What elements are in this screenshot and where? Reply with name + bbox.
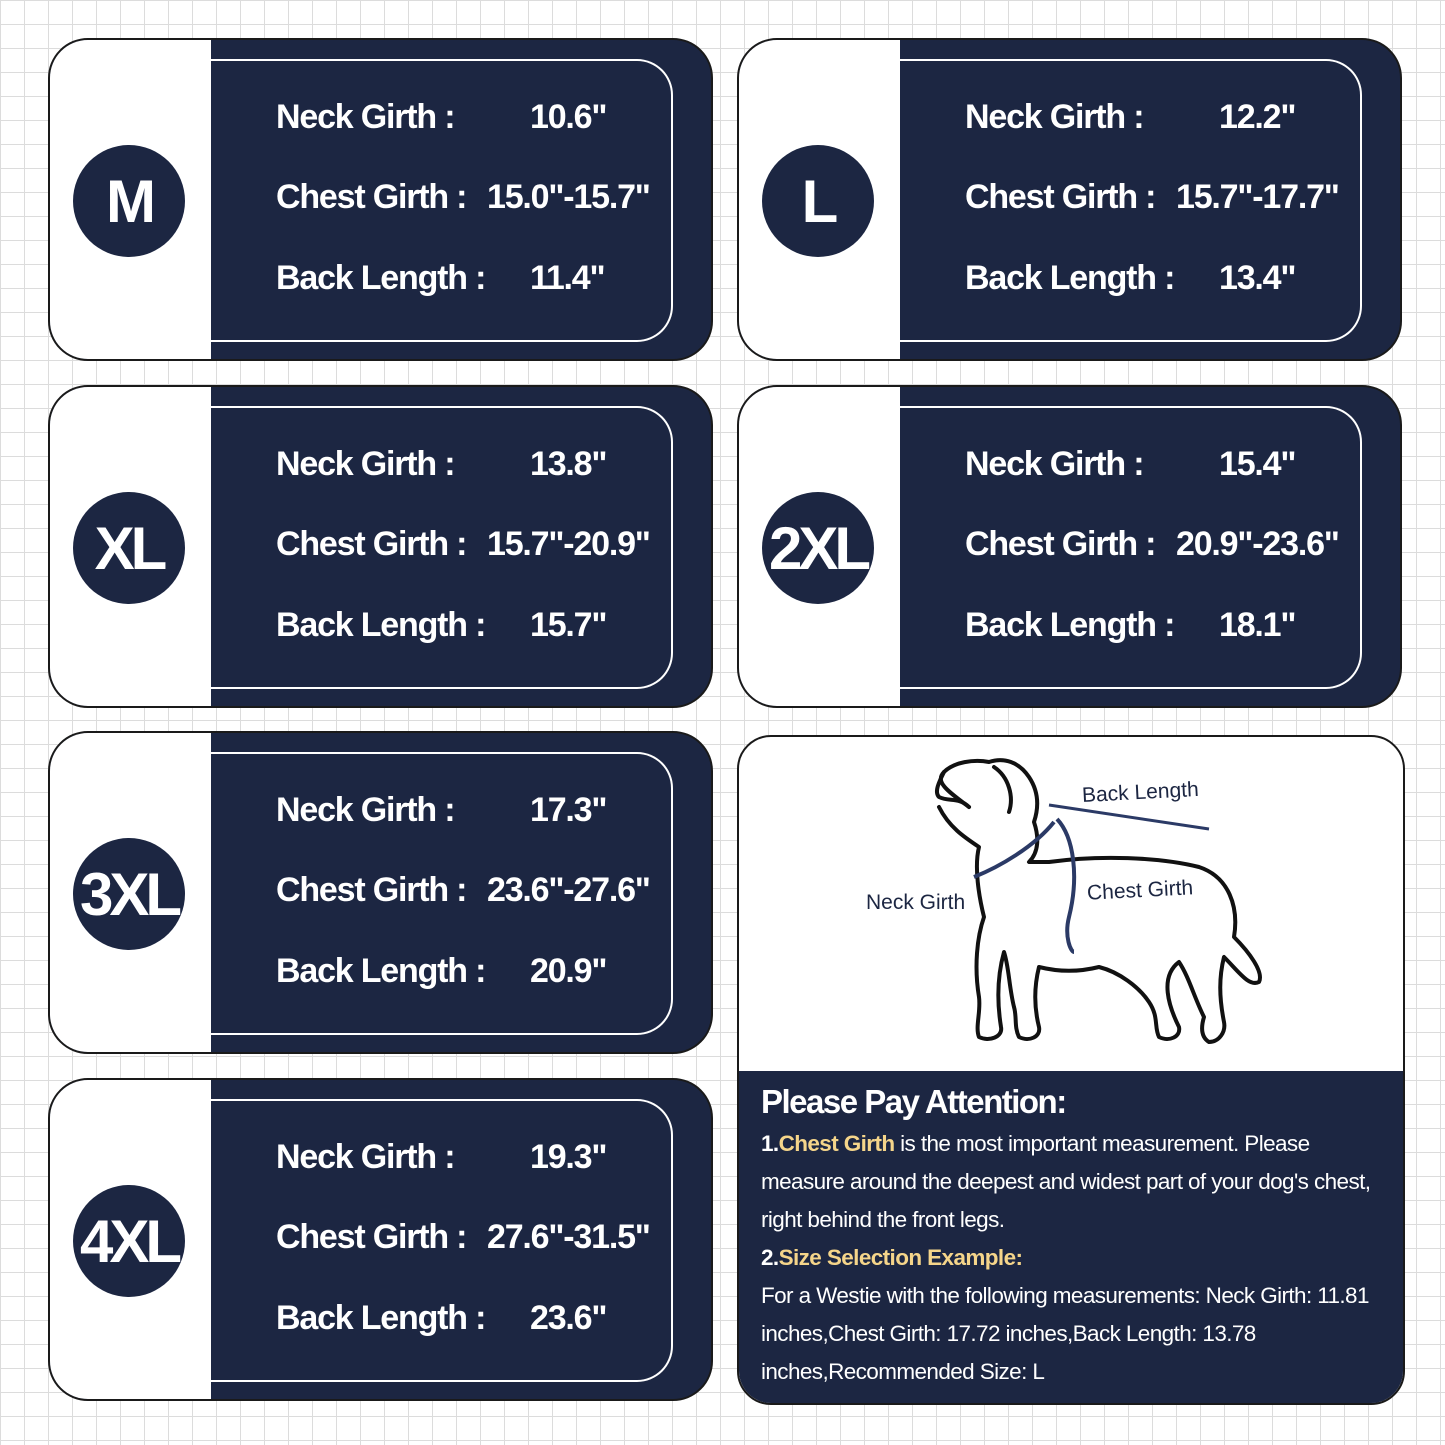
neck-girth-row: Neck Girth : 12.2" <box>965 98 1297 137</box>
row-label: Back Length : <box>276 952 486 990</box>
size-card-2xl: 2XL Neck Girth : 15.4" Chest Girth : 20.9"… <box>737 385 1402 708</box>
row-label: Back Length : <box>965 606 1175 644</box>
chest-girth-value: 15.7"-20.9" <box>487 525 651 563</box>
neck-girth-value: 12.2" <box>1219 98 1297 136</box>
size-card-3xl: 3XL Neck Girth : 17.3" Chest Girth : 23.6"… <box>48 731 713 1054</box>
point-number: 1. <box>761 1131 779 1156</box>
card-inner-frame <box>211 59 673 342</box>
neck-girth-row: Neck Girth : 17.3" <box>276 791 608 830</box>
back-length-row: Back Length : 15.7" <box>276 606 608 645</box>
size-badge: 3XL <box>73 838 185 950</box>
row-label: Neck Girth : <box>965 98 1145 136</box>
chest-girth-value: 23.6"-27.6" <box>487 871 651 909</box>
row-label: Neck Girth : <box>276 791 456 829</box>
card-inner-frame <box>211 1099 673 1382</box>
chest-girth-row: Chest Girth : 15.7"-17.7" <box>965 178 1340 217</box>
size-card-l: L Neck Girth : 12.2" Chest Girth : 15.7"-1… <box>737 38 1402 361</box>
neck-girth-value: 10.6" <box>530 98 608 136</box>
chest-girth-row: Chest Girth : 15.0"-15.7" <box>276 178 651 217</box>
row-label: Back Length : <box>276 259 486 297</box>
card-inner-frame <box>211 406 673 689</box>
neck-girth-row: Neck Girth : 19.3" <box>276 1138 608 1177</box>
measurement-guide-panel: Back Length Neck Girth Chest Girth Pleas… <box>737 735 1405 1405</box>
card-left-panel: L <box>739 40 900 359</box>
back-length-value: 11.4" <box>530 259 606 297</box>
attention-point-1: 1.Chest Girth is the most important meas… <box>761 1125 1381 1239</box>
dog-measurement-illustration <box>934 758 1262 1044</box>
attention-title: Please Pay Attention: <box>761 1083 1067 1120</box>
neck-girth-row: Neck Girth : 15.4" <box>965 445 1297 484</box>
highlight-chest-girth: Chest Girth <box>778 1131 896 1156</box>
size-badge: 2XL <box>762 492 874 604</box>
card-left-panel: M <box>50 40 211 359</box>
size-card-m: M Neck Girth : 10.6" Chest Girth : 15.0"-1… <box>48 38 713 361</box>
chest-girth-value: 15.0"-15.7" <box>487 178 651 216</box>
size-badge: L <box>762 145 874 257</box>
chest-girth-value: 27.6"-31.5" <box>487 1218 651 1256</box>
neck-girth-row: Neck Girth : 13.8" <box>276 445 608 484</box>
neck-girth-value: 19.3" <box>530 1138 608 1176</box>
row-label: Back Length : <box>965 259 1175 297</box>
chest-girth-row: Chest Girth : 15.7"-20.9" <box>276 525 651 564</box>
attention-point-2: 2.Size Selection Example: <box>761 1239 1381 1277</box>
back-length-row: Back Length : 18.1" <box>965 606 1297 645</box>
size-badge: 4XL <box>73 1185 185 1297</box>
size-card-xl: XL Neck Girth : 13.8" Chest Girth : 15.7"-… <box>48 385 713 708</box>
size-badge: XL <box>73 492 185 604</box>
row-label: Chest Girth : <box>276 178 467 216</box>
row-label: Chest Girth : <box>965 525 1156 563</box>
row-label: Neck Girth : <box>276 1138 456 1176</box>
neck-girth-row: Neck Girth : 10.6" <box>276 98 608 137</box>
card-inner-frame <box>211 752 673 1035</box>
neck-girth-value: 17.3" <box>530 791 608 829</box>
back-length-value: 23.6" <box>530 1299 608 1337</box>
back-length-row: Back Length : 13.4" <box>965 259 1297 298</box>
card-left-panel: 4XL <box>50 1080 211 1399</box>
row-label: Chest Girth : <box>965 178 1156 216</box>
point-text: is the most important measurement. Pleas… <box>761 1131 1371 1232</box>
chest-girth-row: Chest Girth : 27.6"-31.5" <box>276 1218 651 1257</box>
row-label: Neck Girth : <box>276 98 456 136</box>
row-label: Chest Girth : <box>276 525 467 563</box>
back-length-row: Back Length : 23.6" <box>276 1299 608 1338</box>
size-example-text: For a Westie with the following measurem… <box>761 1283 1369 1384</box>
back-length-value: 13.4" <box>1219 259 1297 297</box>
neck-girth-label: Neck Girth <box>866 891 966 914</box>
row-label: Neck Girth : <box>965 445 1145 483</box>
row-label: Back Length : <box>276 1299 486 1337</box>
card-inner-frame <box>900 406 1362 689</box>
attention-section: Please Pay Attention: 1.Chest Girth is t… <box>739 1071 1403 1403</box>
back-length-row: Back Length : 11.4" <box>276 259 606 298</box>
back-length-value: 20.9" <box>530 952 608 990</box>
highlight-size-selection: Size Selection Example: <box>778 1245 1023 1270</box>
card-inner-frame <box>900 59 1362 342</box>
chest-girth-row: Chest Girth : 20.9"-23.6" <box>965 525 1340 564</box>
back-length-value: 15.7" <box>530 606 608 644</box>
neck-girth-value: 13.8" <box>530 445 608 483</box>
size-badge: M <box>73 145 185 257</box>
card-left-panel: 3XL <box>50 733 211 1052</box>
card-left-panel: XL <box>50 387 211 706</box>
size-card-4xl: 4XL Neck Girth : 19.3" Chest Girth : 27.6"… <box>48 1078 713 1401</box>
chest-girth-value: 15.7"-17.7" <box>1176 178 1340 216</box>
row-label: Chest Girth : <box>276 1218 467 1256</box>
back-length-row: Back Length : 20.9" <box>276 952 608 991</box>
card-left-panel: 2XL <box>739 387 900 706</box>
chest-girth-row: Chest Girth : 23.6"-27.6" <box>276 871 651 910</box>
point-number: 2. <box>761 1245 779 1270</box>
back-length-value: 18.1" <box>1219 606 1297 644</box>
row-label: Back Length : <box>276 606 486 644</box>
neck-girth-value: 15.4" <box>1219 445 1297 483</box>
row-label: Neck Girth : <box>276 445 456 483</box>
row-label: Chest Girth : <box>276 871 467 909</box>
chest-girth-value: 20.9"-23.6" <box>1176 525 1340 563</box>
